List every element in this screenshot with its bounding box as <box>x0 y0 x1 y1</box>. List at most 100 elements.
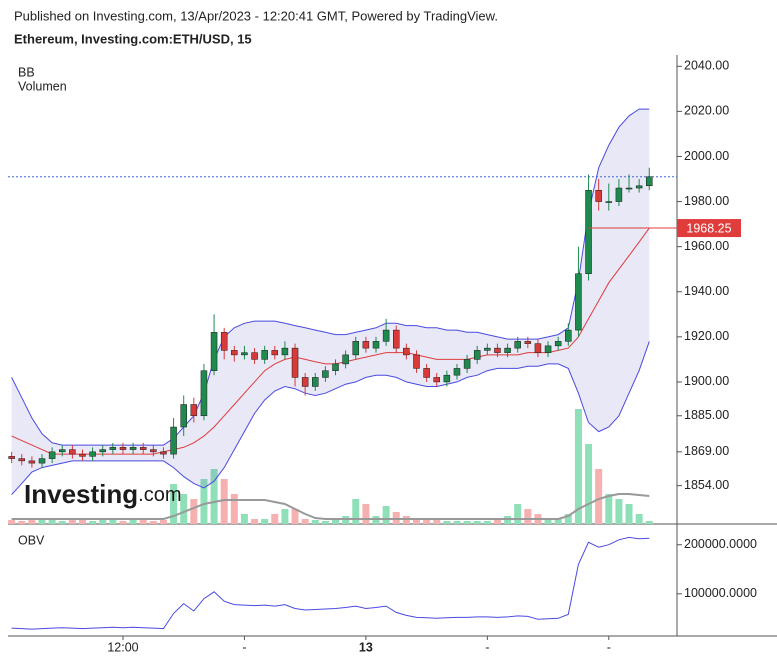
candle-body <box>463 359 471 369</box>
candle-body <box>180 404 187 428</box>
candle-body <box>322 370 329 378</box>
candle-body <box>48 451 56 459</box>
candle-body <box>352 341 360 356</box>
candle-body <box>646 176 653 187</box>
volume-bar <box>463 521 471 524</box>
volume-bar <box>332 520 340 524</box>
candle-body <box>291 347 299 378</box>
volume-bar <box>139 519 147 524</box>
candle-body <box>139 447 147 450</box>
x-tick-label: 13 <box>359 640 373 654</box>
y-tick-label: 1920.00 <box>684 329 729 343</box>
candle-body <box>524 341 532 344</box>
watermark: Investing.com <box>24 479 181 509</box>
y-tick-label: 1854.00 <box>684 478 729 492</box>
volume-bar <box>595 469 603 524</box>
candle-body <box>615 187 623 202</box>
volume-bar <box>68 519 76 524</box>
candle-body <box>28 460 36 464</box>
bb-middle <box>11 227 650 455</box>
candle-body <box>109 447 117 450</box>
candle-body <box>38 458 46 464</box>
candle-body <box>423 368 430 378</box>
y-tick-label: 2040.00 <box>684 59 729 73</box>
candle-body <box>8 456 15 459</box>
volume-bar <box>423 519 431 524</box>
candle-body <box>392 329 400 349</box>
candle-body <box>18 458 26 462</box>
candle-body <box>150 449 157 453</box>
volume-bar <box>271 514 279 524</box>
volume-bar <box>493 520 501 524</box>
candle-body <box>79 453 86 457</box>
volume-bar <box>99 520 107 524</box>
obv-legend: OBV <box>18 533 45 547</box>
volume-bar <box>281 509 289 524</box>
candle-body <box>473 350 481 360</box>
volume-bar <box>240 514 248 524</box>
candle-body <box>99 449 106 453</box>
volume-bar <box>261 519 269 524</box>
x-tick-label: 12:00 <box>107 640 138 654</box>
volume-bar <box>311 520 319 524</box>
volume-bar <box>89 521 97 524</box>
volume-bar <box>412 518 420 524</box>
obv-line <box>11 536 650 630</box>
volume-bar <box>564 514 572 524</box>
volume-bar <box>433 520 441 524</box>
volume-bar <box>574 409 582 524</box>
candle-body <box>261 350 268 360</box>
candle-body <box>585 190 592 274</box>
candle-body <box>241 352 248 356</box>
volume-legend: Volumen <box>18 79 67 93</box>
candle-body <box>443 374 451 383</box>
candle-body <box>605 201 613 203</box>
volume-bar <box>544 519 552 524</box>
volume-bar <box>645 521 653 524</box>
candle-body <box>413 354 420 369</box>
y-tick-label: 1885.00 <box>684 408 729 422</box>
volume-ma <box>11 493 650 520</box>
y-tick-label: 1940.00 <box>684 284 729 298</box>
volume-bar <box>220 479 228 524</box>
candle-body <box>271 350 279 356</box>
candle-body <box>190 404 198 417</box>
candle-body <box>382 329 390 342</box>
volume-bar <box>585 444 593 524</box>
volume-bar <box>615 499 623 524</box>
candle-body <box>58 449 66 453</box>
candle-body <box>453 368 461 376</box>
volume-bar <box>78 520 86 524</box>
volume-bar <box>443 521 451 524</box>
candle-body <box>484 347 491 351</box>
candle-body <box>433 377 440 383</box>
candle-body <box>625 187 633 190</box>
candle-body <box>200 370 208 417</box>
volume-bar <box>48 520 56 524</box>
volume-bar <box>230 494 238 524</box>
volume-bar <box>301 519 309 524</box>
volume-bar <box>8 520 16 524</box>
volume-bar <box>200 479 208 524</box>
volume-bar <box>190 499 198 524</box>
candle-body <box>210 332 218 371</box>
volume-bar <box>605 494 613 524</box>
volume-bar <box>58 521 66 524</box>
volume-bar <box>473 521 481 524</box>
candle-body <box>504 347 511 353</box>
candle-body <box>554 341 562 347</box>
volume-bar <box>210 469 218 524</box>
volume-bar <box>554 519 562 524</box>
volume-bar <box>38 518 46 524</box>
volume-bar <box>291 509 299 524</box>
y-tick-label: 1900.00 <box>684 374 729 388</box>
candle-body <box>301 377 309 387</box>
header-symbol: Ethereum, Investing.com:ETH/USD, 15 <box>14 31 252 46</box>
volume-bar <box>483 521 491 524</box>
volume-bar <box>180 494 188 524</box>
volume-bar <box>109 519 117 524</box>
y-tick-label: 1869.00 <box>684 444 729 458</box>
obv-y-tick-label: 100000.0000 <box>684 586 757 600</box>
y-tick-label: 1980.00 <box>684 194 729 208</box>
